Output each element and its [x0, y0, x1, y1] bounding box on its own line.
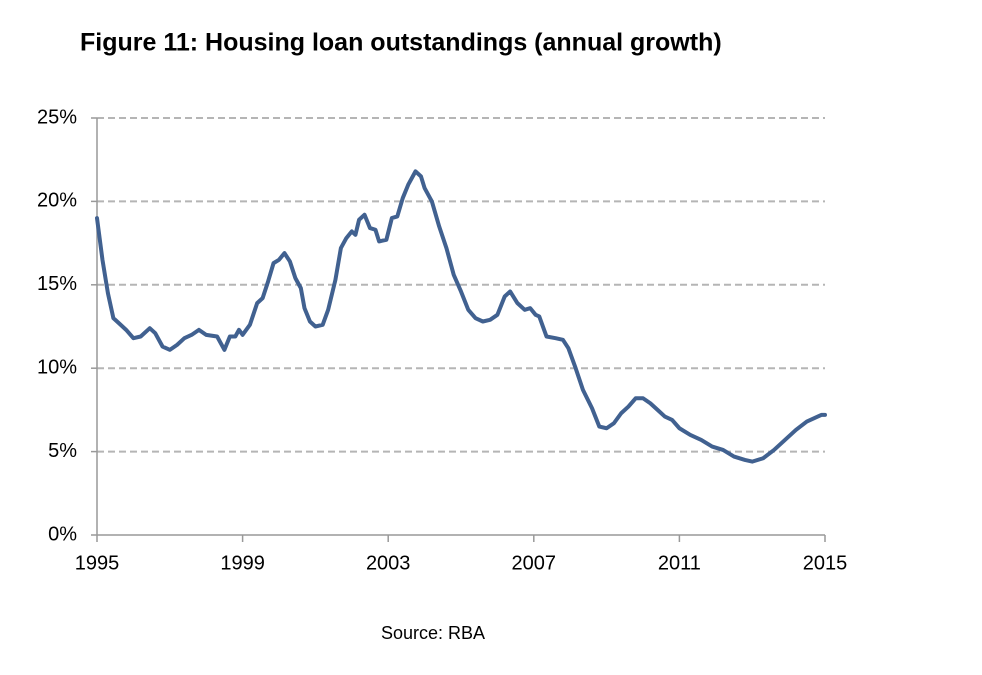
data-line: [95, 169, 827, 464]
x-tick-label: 2007: [512, 552, 557, 574]
y-tick-label: 20%: [37, 190, 77, 212]
x-tick-label: 2011: [658, 552, 701, 574]
y-tick-label: 10%: [37, 356, 77, 378]
x-tick-label: 1995: [75, 552, 120, 574]
x-tick-label: 2003: [366, 552, 411, 574]
y-tick-label: 25%: [37, 106, 77, 128]
x-tick-label: 2015: [803, 552, 848, 574]
y-tick-label: 15%: [37, 273, 77, 295]
y-tick-label: 0%: [48, 523, 77, 545]
y-tick-label: 5%: [48, 440, 77, 462]
x-tick-label: 1999: [220, 552, 265, 574]
chart-title: Figure 11: Housing loan outstandings (an…: [80, 29, 722, 57]
source-note: Source: RBA: [381, 623, 485, 643]
